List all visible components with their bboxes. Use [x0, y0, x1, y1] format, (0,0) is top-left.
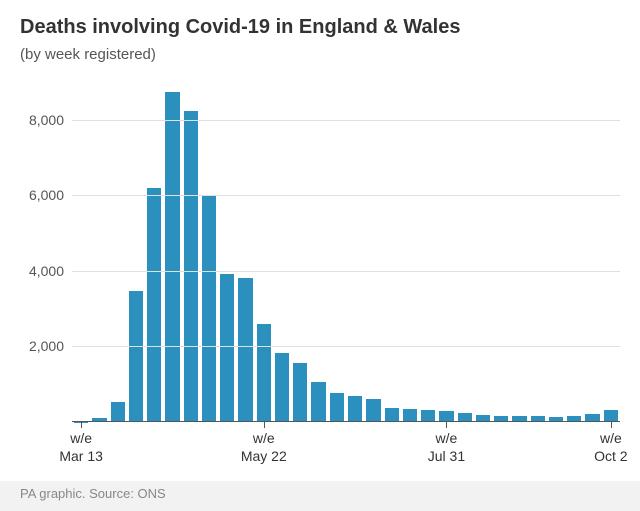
bar	[111, 402, 125, 422]
gridline	[72, 271, 620, 272]
bar	[220, 274, 234, 422]
bar	[257, 324, 271, 422]
y-tick-label: 2,000	[29, 338, 72, 354]
x-tick-label: w/eJul 31	[428, 430, 465, 465]
x-tick-label-line1: w/e	[594, 430, 627, 448]
gridline	[72, 120, 620, 121]
bar	[129, 291, 143, 422]
x-axis	[72, 421, 620, 422]
bar	[238, 278, 252, 422]
x-tick-label-line2: May 22	[241, 448, 287, 466]
x-tick-label-line1: w/e	[428, 430, 465, 448]
bar	[385, 408, 399, 422]
x-tick-label: w/eMar 13	[59, 430, 103, 465]
x-tick-label-line1: w/e	[241, 430, 287, 448]
bar	[330, 393, 344, 422]
x-tick-label-line2: Oct 2	[594, 448, 627, 466]
bar	[311, 382, 325, 422]
x-tick	[81, 422, 82, 428]
x-tick	[264, 422, 265, 428]
bar	[366, 399, 380, 422]
chart-subtitle: (by week registered)	[20, 46, 156, 63]
bar	[275, 353, 289, 422]
bars-container	[72, 82, 620, 422]
x-tick-label-line1: w/e	[59, 430, 103, 448]
x-tick-label-line2: Mar 13	[59, 448, 103, 466]
covid-deaths-chart: Deaths involving Covid-19 in England & W…	[0, 0, 640, 511]
y-tick-label: 8,000	[29, 112, 72, 128]
gridline	[72, 346, 620, 347]
gridline	[72, 195, 620, 196]
bar	[348, 396, 362, 422]
bar	[293, 363, 307, 422]
x-tick	[611, 422, 612, 428]
bar	[165, 92, 179, 422]
chart-footer: PA graphic. Source: ONS	[20, 486, 166, 501]
y-tick-label: 6,000	[29, 187, 72, 203]
bar	[184, 111, 198, 422]
x-tick-label: w/eMay 22	[241, 430, 287, 465]
x-tick	[446, 422, 447, 428]
chart-title: Deaths involving Covid-19 in England & W…	[20, 16, 460, 39]
x-tick-label-line2: Jul 31	[428, 448, 465, 466]
plot-area: 2,0004,0006,0008,000w/eMar 13w/eMay 22w/…	[72, 82, 620, 422]
bar	[202, 195, 216, 422]
x-tick-label: w/eOct 2	[594, 430, 627, 465]
bar	[147, 188, 161, 422]
y-tick-label: 4,000	[29, 263, 72, 279]
